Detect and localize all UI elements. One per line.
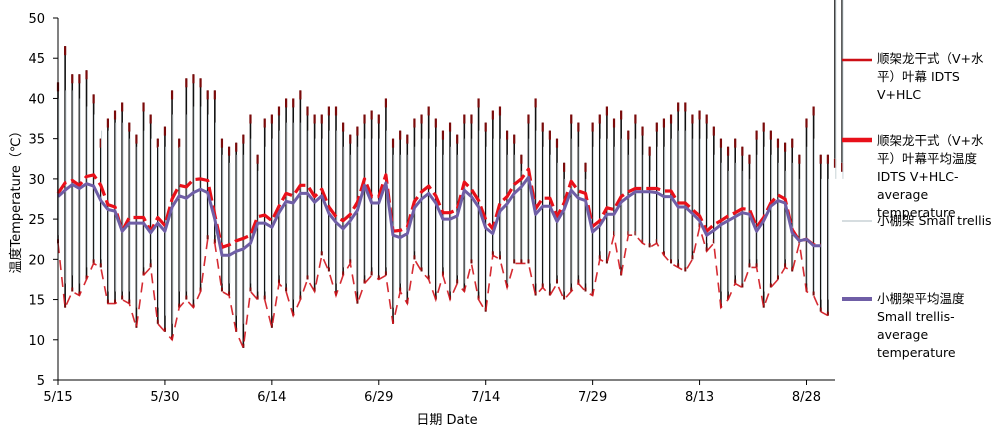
x-tick-label: 5/30 bbox=[150, 390, 179, 405]
legend-swatch-idts bbox=[842, 58, 872, 62]
y-tick-label: 25 bbox=[28, 213, 45, 228]
y-tick-label: 20 bbox=[28, 253, 45, 268]
y-tick-label: 50 bbox=[28, 12, 45, 27]
axes bbox=[57, 18, 835, 381]
legend-label-idts-average: 顺架龙干式（V+水平）叶幕平均温度 IDTS V+HLC-average tem… bbox=[877, 133, 984, 220]
x-tick-label: 6/29 bbox=[364, 390, 393, 405]
x-tick-label: 6/14 bbox=[257, 390, 286, 405]
small-trellis-average-line bbox=[56, 175, 821, 257]
legend-swatch-small-trellis bbox=[842, 220, 872, 222]
x-tick-label: 7/14 bbox=[471, 390, 500, 405]
plot-series bbox=[56, 0, 844, 351]
series-small-trellis-daily-range bbox=[58, 0, 844, 324]
x-tick-label: 8/28 bbox=[792, 390, 821, 405]
legend-swatch-small-trellis-average bbox=[842, 297, 872, 301]
idts-average-line bbox=[56, 167, 821, 249]
y-tick-label: 15 bbox=[28, 294, 45, 309]
y-tick-label: 45 bbox=[28, 52, 45, 67]
y-tick-label: 5 bbox=[37, 374, 45, 389]
legend-label-small-trellis-average: 小棚架平均温度 Small trellis-average temperatur… bbox=[877, 291, 965, 360]
legend-label-idts: 顺架龙干式（V+水平）叶幕 IDTS V+HLC bbox=[877, 51, 984, 102]
x-tick-label: 5/15 bbox=[43, 390, 72, 405]
x-ticks: 5/15 5/30 6/14 6/29 7/14 7/29 8/13 8/28 bbox=[43, 380, 821, 405]
y-tick-label: 40 bbox=[28, 92, 45, 107]
x-tick-label: 7/29 bbox=[578, 390, 607, 405]
y-ticks: 5 10 15 20 25 30 35 40 45 50 bbox=[28, 12, 58, 389]
legend-label-small-trellis: 小棚架 Small trellis bbox=[877, 213, 992, 228]
x-tick-label: 8/13 bbox=[685, 390, 714, 405]
y-tick-label: 10 bbox=[28, 334, 45, 349]
x-axis-title: 日期 Date bbox=[416, 413, 477, 428]
y-tick-label: 35 bbox=[28, 133, 45, 148]
y-axis-title: 温度Temperature（℃） bbox=[8, 125, 24, 274]
series-idts-daily-range bbox=[56, 0, 844, 348]
idts-daily-min-line bbox=[57, 224, 829, 351]
y-tick-label: 30 bbox=[28, 173, 45, 188]
legend-swatch-idts-average bbox=[842, 137, 872, 143]
